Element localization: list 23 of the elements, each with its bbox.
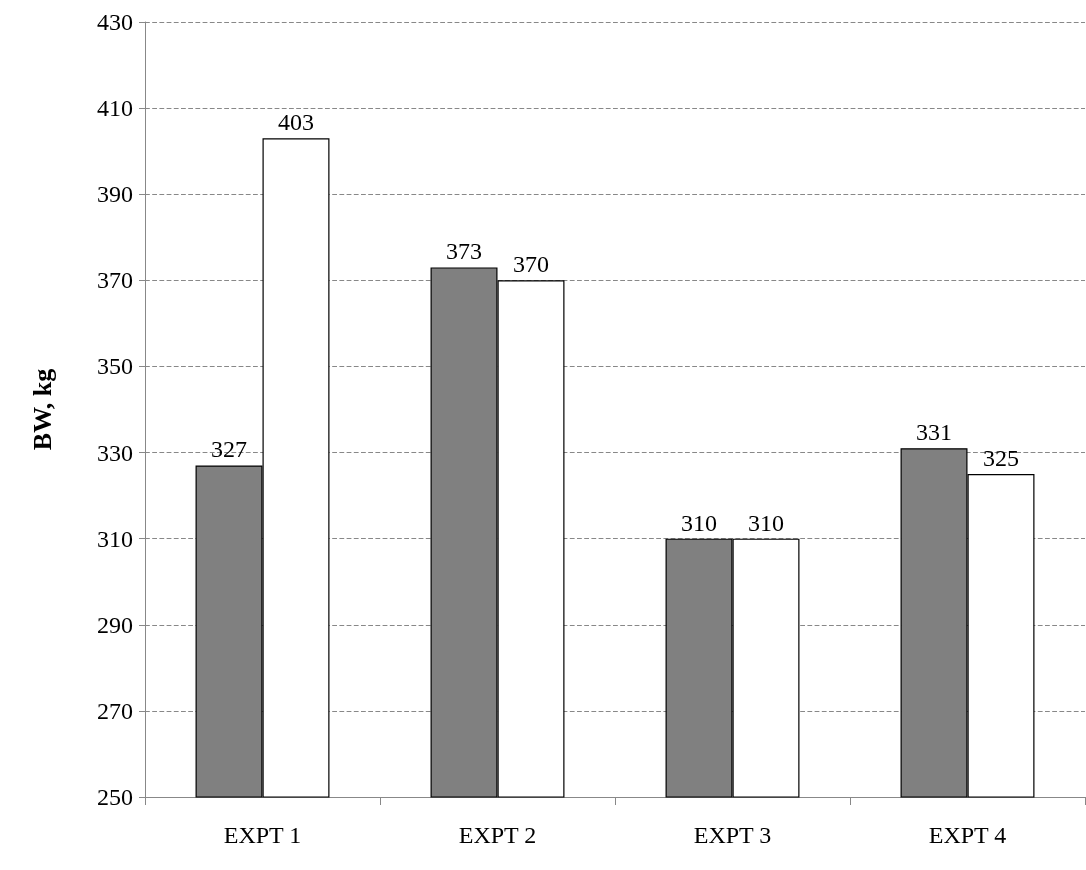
- x-tick-label: EXPT 4: [928, 822, 1007, 848]
- y-tick-label: 350: [97, 353, 133, 380]
- y-tick-label: 270: [97, 697, 133, 724]
- y-tick-label: 250: [97, 784, 133, 810]
- data-label: 310: [681, 509, 718, 536]
- x-tick-label: EXPT 1: [223, 822, 302, 848]
- data-label: 403: [277, 109, 314, 136]
- y-tick-label: 330: [97, 439, 133, 466]
- y-axis-title: BW, kg: [27, 368, 57, 451]
- data-label: 325: [982, 445, 1019, 472]
- y-tick-label: 370: [97, 267, 133, 294]
- x-tick-label: EXPT 3: [693, 822, 772, 848]
- x-tick-label: EXPT 2: [458, 822, 537, 848]
- y-tick-label: 390: [97, 181, 133, 208]
- y-tick-label: 410: [97, 95, 133, 122]
- y-tick-label: 310: [97, 525, 133, 552]
- y-tick-label: 430: [97, 9, 133, 35]
- data-label: 310: [747, 509, 784, 536]
- data-label: 327: [211, 436, 248, 463]
- data-label: 373: [446, 238, 483, 265]
- data-label: 370: [512, 251, 549, 278]
- data-label: 331: [916, 419, 953, 446]
- y-tick-label: 290: [97, 611, 133, 638]
